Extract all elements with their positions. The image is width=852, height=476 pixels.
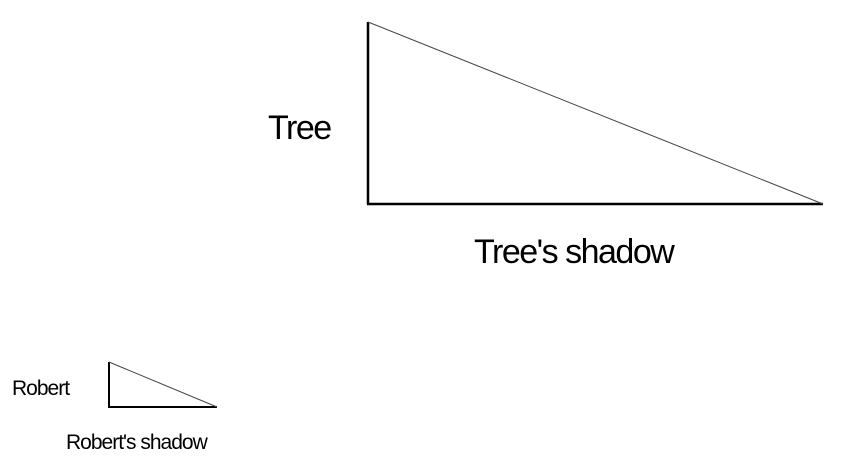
robert-shadow-label: Robert's shadow	[66, 431, 209, 454]
tree-triangle	[366, 21, 824, 206]
robert-triangle	[108, 361, 218, 408]
tree-shadow-label: Tree's shadow	[474, 233, 675, 271]
robert-hypotenuse	[108, 361, 218, 408]
robert-label: Robert	[12, 377, 70, 400]
tree-hypotenuse	[367, 21, 824, 205]
tree-label: Tree	[268, 109, 331, 147]
